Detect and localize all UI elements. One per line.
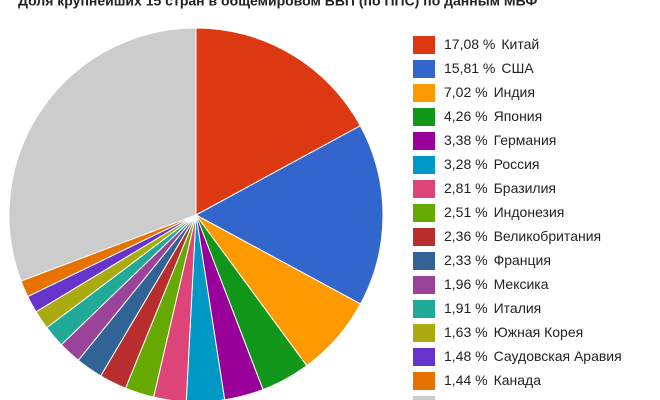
legend-label: 2,81 % Бразилия: [444, 180, 556, 196]
legend-value: 2,36 %: [444, 228, 488, 244]
legend-swatch: [413, 300, 435, 318]
chart-title: Доля крупнейших 15 стран в общемировом В…: [18, 0, 537, 9]
legend-label: 2,36 % Великобритания: [444, 228, 601, 244]
legend-label: 1,96 % Мексика: [444, 276, 549, 292]
legend-value: 4,26 %: [444, 108, 488, 124]
legend-name: Франция: [494, 252, 551, 268]
legend-swatch: [413, 396, 435, 400]
legend-swatch: [413, 348, 435, 366]
legend-name: Германия: [494, 132, 557, 148]
legend-name: Бразилия: [494, 180, 556, 196]
legend-name: Россия: [494, 156, 540, 172]
legend-value: 1,91 %: [444, 300, 488, 316]
legend-label: 1,91 % Италия: [444, 300, 541, 316]
legend-name: Индия: [494, 84, 535, 100]
legend-value: 15,81 %: [444, 60, 495, 76]
pie-slice: [8, 27, 197, 282]
legend-swatch: [413, 252, 435, 270]
legend-value: 2,81 %: [444, 180, 488, 196]
legend-swatch: [413, 60, 435, 78]
legend-name: Италия: [494, 300, 542, 316]
legend-label: 3,38 % Германия: [444, 132, 556, 148]
legend-value: 7,02 %: [444, 84, 488, 100]
legend-name: Южная Корея: [494, 324, 584, 340]
pie-slice: [194, 125, 384, 305]
legend-value: 3,38 %: [444, 132, 488, 148]
legend-name: Канада: [494, 372, 542, 388]
legend-swatch: [413, 180, 435, 198]
legend-swatch: [413, 228, 435, 246]
legend-swatch: [413, 156, 435, 174]
legend-swatch: [413, 84, 435, 102]
legend-label: 15,81 % США: [444, 60, 534, 76]
legend-swatch: [413, 276, 435, 294]
legend-name: Китай: [501, 36, 539, 52]
legend-label: 7,02 % Индия: [444, 84, 535, 100]
legend-label: 1,44 % Канада: [444, 372, 541, 388]
legend-value: 1,63 %: [444, 324, 488, 340]
legend-swatch: [413, 324, 435, 342]
legend-label: 2,51 % Индонезия: [444, 204, 564, 220]
legend-name: Мексика: [494, 276, 549, 292]
legend-label: 3,28 % Россия: [444, 156, 540, 172]
legend-value: 3,28 %: [444, 156, 488, 172]
legend-name: США: [501, 60, 534, 76]
legend-swatch: [413, 108, 435, 126]
legend-value: 17,08 %: [444, 36, 495, 52]
legend-value: 2,33 %: [444, 252, 488, 268]
legend-swatch: [413, 372, 435, 390]
legend-value: 1,48 %: [444, 348, 488, 364]
legend-label: 2,33 % Франция: [444, 252, 551, 268]
legend-swatch: [413, 132, 435, 150]
legend-label: 1,48 % Саудовская Аравия: [444, 348, 622, 364]
legend-swatch: [413, 204, 435, 222]
legend-name: Индонезия: [494, 204, 565, 220]
legend-name: Саудовская Аравия: [494, 348, 622, 364]
legend-value: 1,96 %: [444, 276, 488, 292]
legend-name: Япония: [494, 108, 543, 124]
legend-value: 2,51 %: [444, 204, 488, 220]
legend-label: 1,63 % Южная Корея: [444, 324, 583, 340]
legend-value: 1,44 %: [444, 372, 488, 388]
legend-label: 4,26 % Япония: [444, 108, 542, 124]
pie-slice: [195, 27, 361, 216]
legend-swatch: [413, 36, 435, 54]
legend-name: Великобритания: [494, 228, 602, 244]
legend-label: 17,08 % Китай: [444, 36, 539, 52]
